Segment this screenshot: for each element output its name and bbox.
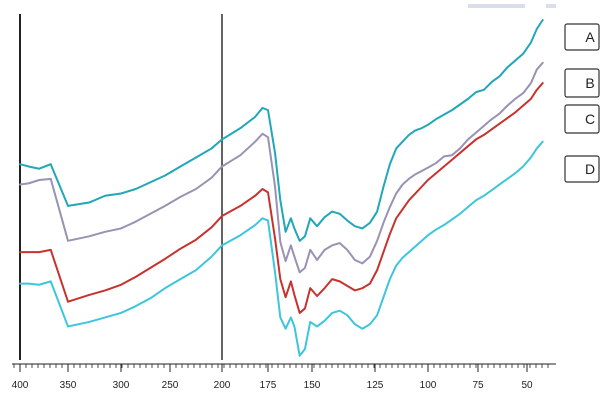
series-layer bbox=[19, 19, 544, 357]
x-tick-label: 175 bbox=[260, 380, 277, 391]
x-tick-label: 100 bbox=[420, 380, 437, 391]
series-line-a bbox=[19, 19, 544, 242]
legend-label-a: A bbox=[585, 29, 595, 45]
legend-box-c bbox=[564, 104, 600, 134]
x-tick-label: 125 bbox=[367, 380, 384, 391]
legend-box-b bbox=[564, 68, 600, 98]
series-line-c bbox=[19, 82, 544, 314]
legend-label-c: C bbox=[585, 111, 595, 127]
x-tick-label: 200 bbox=[214, 380, 231, 391]
x-tick-label: 150 bbox=[304, 380, 321, 391]
legend-label-d: D bbox=[585, 161, 595, 177]
legend-label-b: B bbox=[585, 75, 594, 91]
x-axis: 400 350 300 250 200 175 150 125 100 75 50 bbox=[12, 363, 556, 391]
x-tick-label: 350 bbox=[60, 380, 77, 391]
legend-box-d bbox=[564, 155, 600, 183]
legend: A B C D bbox=[564, 23, 600, 183]
x-tick-label: 400 bbox=[12, 380, 29, 391]
series-line-b bbox=[19, 61, 544, 274]
x-tick-label: 300 bbox=[113, 380, 130, 391]
series-line-d bbox=[19, 140, 544, 357]
legend-box-a bbox=[564, 23, 600, 51]
x-tick-label: 250 bbox=[162, 380, 179, 391]
x-tick-label: 75 bbox=[472, 380, 484, 391]
plot-area bbox=[19, 4, 556, 360]
x-tick-label: 50 bbox=[521, 380, 533, 391]
